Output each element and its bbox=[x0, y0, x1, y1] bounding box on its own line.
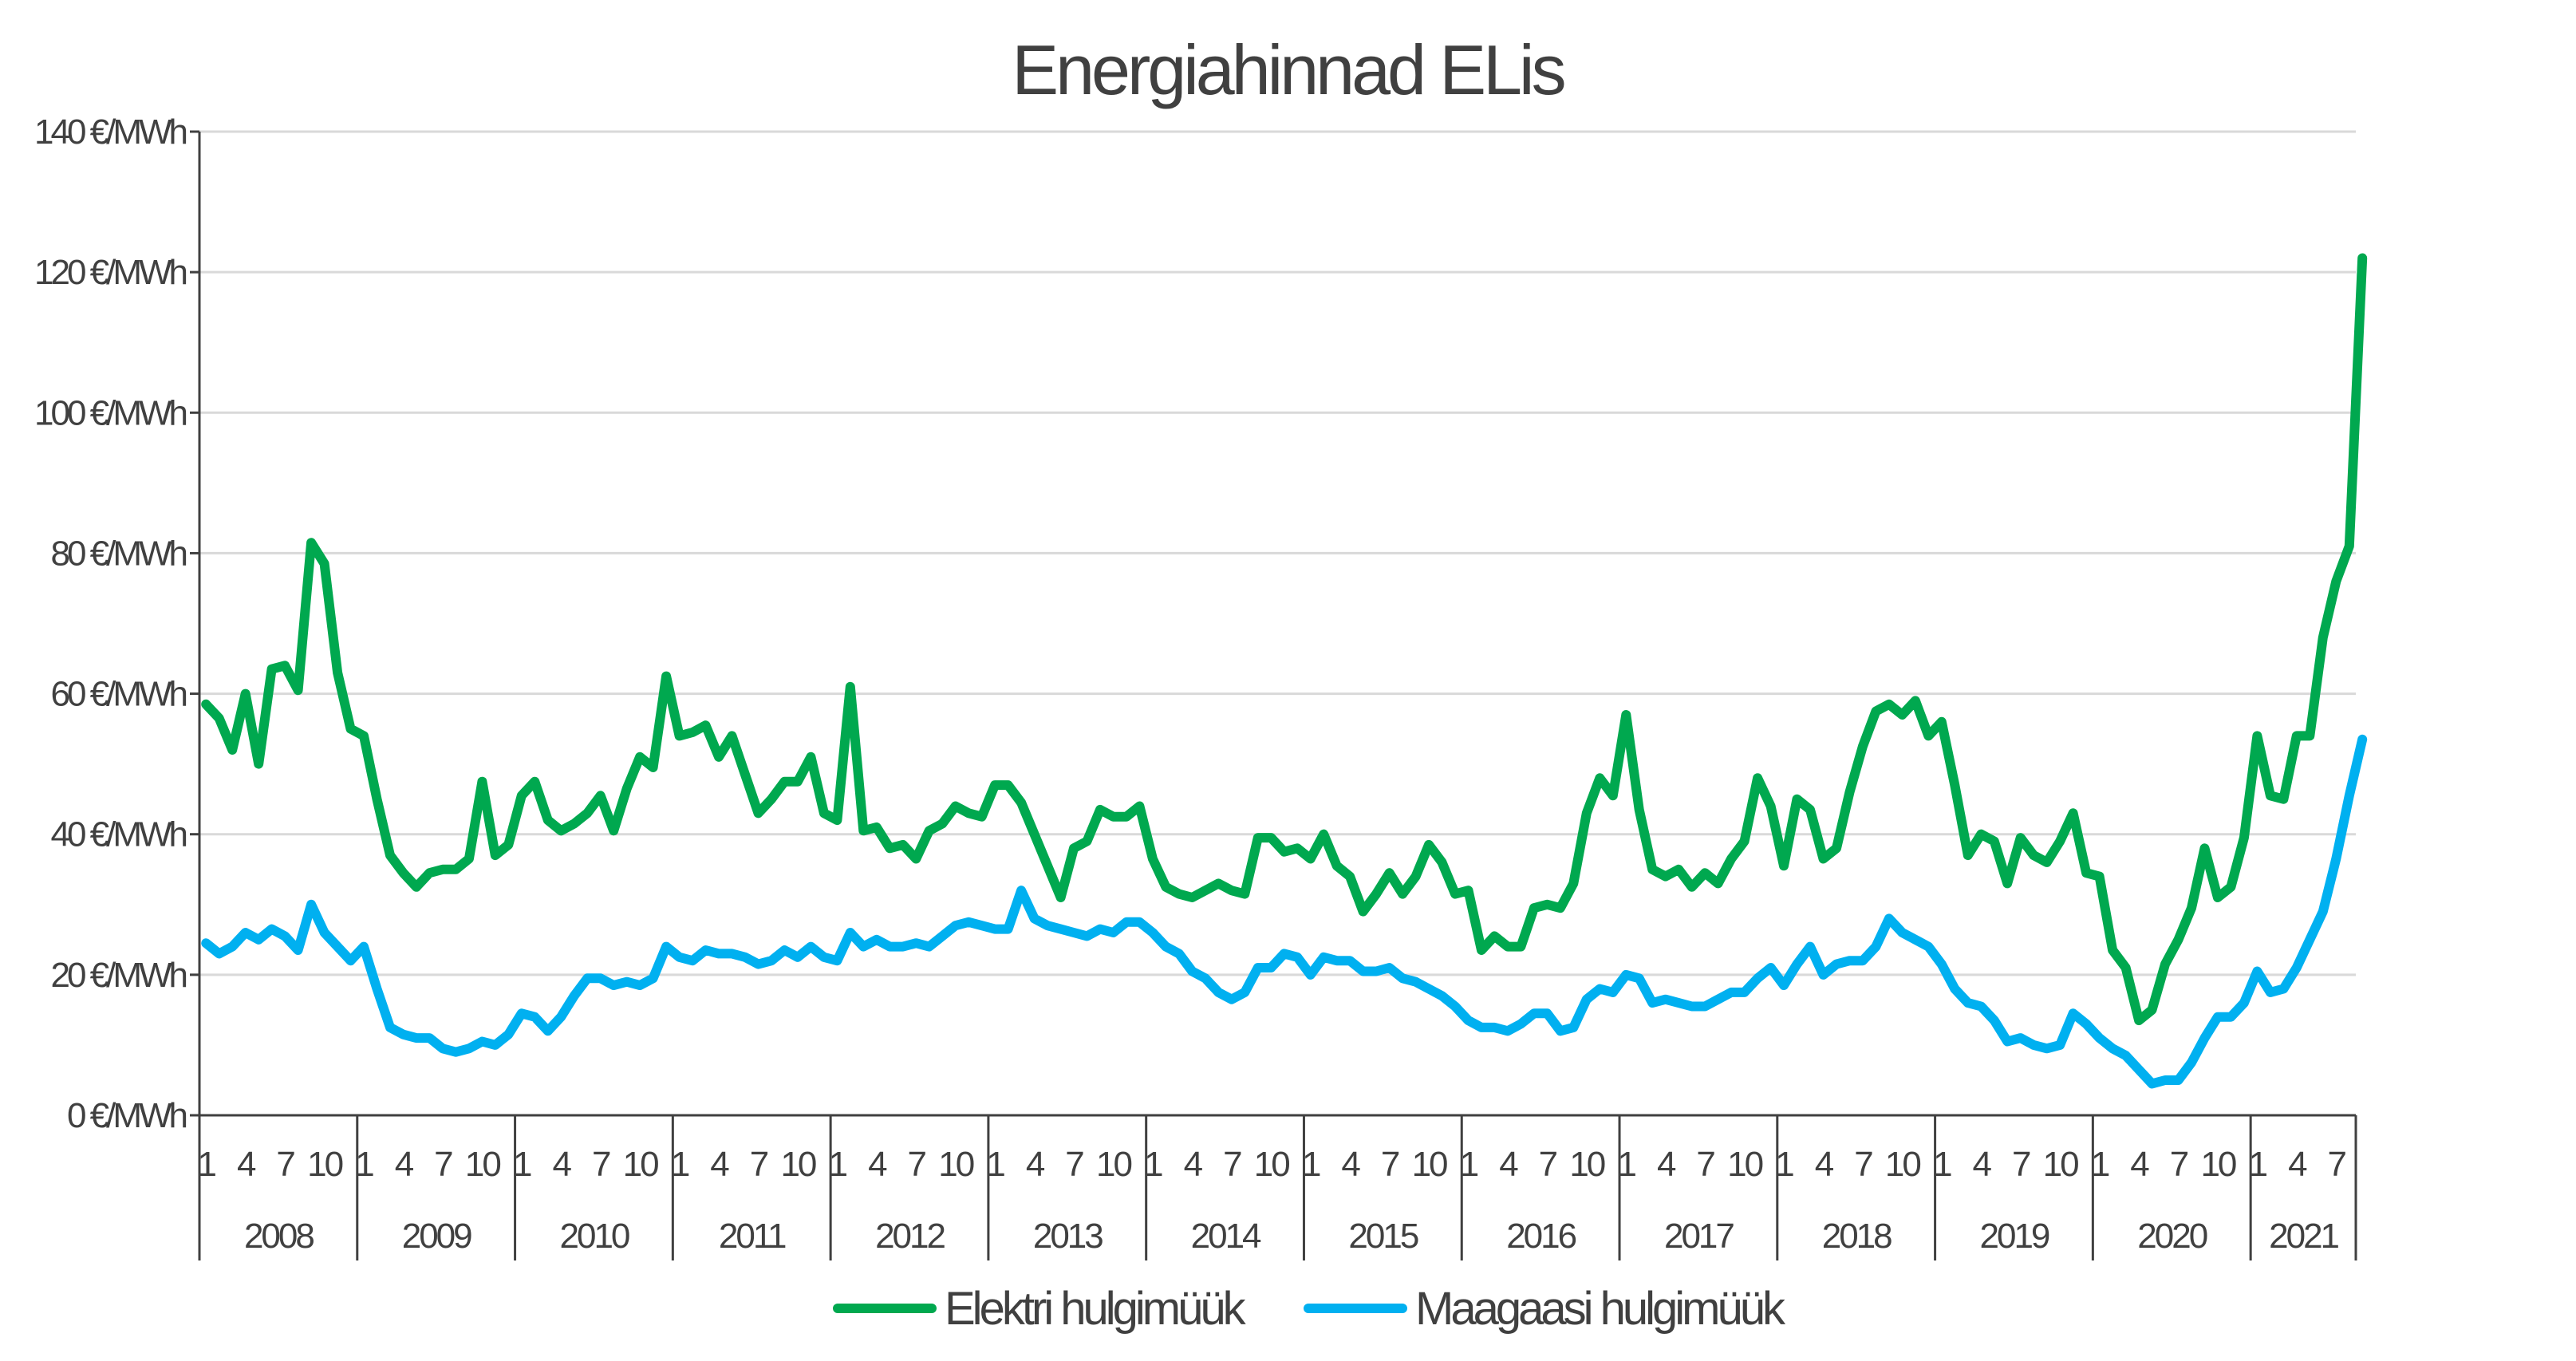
x-tick-label: 7 bbox=[276, 1145, 294, 1184]
x-tick-label: 7 bbox=[592, 1145, 610, 1184]
y-tick-label: 40 €/MWh bbox=[50, 815, 186, 854]
year-label: 2021 bbox=[2269, 1217, 2338, 1256]
x-tick-label: 10 bbox=[938, 1145, 973, 1184]
y-tick-label: 60 €/MWh bbox=[50, 675, 186, 714]
x-tick-label: 7 bbox=[1381, 1145, 1399, 1184]
x-tick-label: 1 bbox=[2091, 1145, 2109, 1184]
x-tick-label: 7 bbox=[2170, 1145, 2188, 1184]
x-axis-month-labels: 1 4 7 10 1 4 7 10 1 4 7 10 1 4 7 10 1 4 7 10 1 4 7 10 1 4 7 10 1 4 7 10… bbox=[197, 1145, 2348, 1184]
x-tick-label: 1 bbox=[986, 1145, 1004, 1184]
x-tick-label: 4 bbox=[1341, 1145, 1360, 1184]
year-label: 2012 bbox=[875, 1217, 945, 1256]
x-tick-label: 4 bbox=[868, 1145, 887, 1184]
x-axis-year-labels: 2008 2009 2010 2011 2012 2013 2014 2015 2016 2017… bbox=[244, 1217, 2341, 1256]
x-tick-label: 7 bbox=[1065, 1145, 1083, 1184]
chart-title: Energiahinnad ELis bbox=[1012, 30, 1564, 109]
x-tick-label: 4 bbox=[395, 1145, 414, 1184]
series-line-1 bbox=[201, 253, 2368, 1026]
year-label: 2008 bbox=[244, 1217, 314, 1256]
x-tick-label: 1 bbox=[2249, 1145, 2267, 1184]
year-label: 2016 bbox=[1506, 1217, 1576, 1256]
y-tick-label: 80 €/MWh bbox=[50, 534, 186, 573]
y-tick-label: 120 €/MWh bbox=[34, 253, 187, 292]
year-label: 2011 bbox=[719, 1217, 786, 1256]
x-tick-label: 10 bbox=[1254, 1145, 1289, 1184]
x-tick-label: 1 bbox=[829, 1145, 847, 1184]
x-tick-label: 7 bbox=[908, 1145, 926, 1184]
legend-label-1: Elektri hulgimüük bbox=[945, 1283, 1247, 1335]
y-axis-tick-labels: 0 €/MWh 20 €/MWh 40 €/MWh 60 €/MWh 80 €/MWh 1… bbox=[34, 112, 199, 1135]
x-tick-label: 4 bbox=[1815, 1145, 1834, 1184]
x-tick-label: 4 bbox=[1026, 1145, 1045, 1184]
x-tick-label: 10 bbox=[1096, 1145, 1131, 1184]
x-tick-label: 10 bbox=[307, 1145, 342, 1184]
x-tick-label: 4 bbox=[1499, 1145, 1518, 1184]
x-tick-label: 4 bbox=[237, 1145, 256, 1184]
x-tick-label: 7 bbox=[750, 1145, 768, 1184]
x-tick-label: 1 bbox=[1144, 1145, 1162, 1184]
year-label: 2020 bbox=[2137, 1217, 2207, 1256]
y-tick-label: 0 €/MWh bbox=[67, 1096, 187, 1135]
x-tick-label: 4 bbox=[1184, 1145, 1203, 1184]
x-tick-label: 10 bbox=[1569, 1145, 1604, 1184]
x-tick-label: 10 bbox=[1727, 1145, 1762, 1184]
x-tick-label: 7 bbox=[1223, 1145, 1241, 1184]
x-tick-label: 4 bbox=[2288, 1145, 2307, 1184]
x-tick-label: 7 bbox=[2328, 1145, 2346, 1184]
x-tick-label: 10 bbox=[465, 1145, 500, 1184]
x-tick-label: 4 bbox=[710, 1145, 729, 1184]
x-tick-label: 7 bbox=[2012, 1145, 2030, 1184]
y-tick-label: 20 €/MWh bbox=[50, 956, 186, 995]
x-tick-label: 1 bbox=[1618, 1145, 1636, 1184]
x-tick-label: 7 bbox=[434, 1145, 452, 1184]
year-label: 2018 bbox=[1822, 1217, 1892, 1256]
year-label: 2014 bbox=[1191, 1217, 1261, 1256]
x-tick-label: 4 bbox=[1973, 1145, 1992, 1184]
x-tick-label: 1 bbox=[1302, 1145, 1320, 1184]
x-tick-label: 7 bbox=[1696, 1145, 1714, 1184]
x-tick-label: 1 bbox=[1933, 1145, 1951, 1184]
y-tick-label: 140 €/MWh bbox=[34, 112, 187, 152]
x-tick-label: 10 bbox=[623, 1145, 658, 1184]
year-label: 2019 bbox=[1980, 1217, 2049, 1256]
series-line-2 bbox=[201, 734, 2368, 1089]
x-tick-label: 1 bbox=[513, 1145, 531, 1184]
x-tick-label: 1 bbox=[1460, 1145, 1478, 1184]
x-tick-label: 4 bbox=[553, 1145, 572, 1184]
year-label: 2009 bbox=[402, 1217, 471, 1256]
x-tick-label: 1 bbox=[671, 1145, 689, 1184]
x-tick-label: 10 bbox=[2043, 1145, 2078, 1184]
x-tick-label: 1 bbox=[355, 1145, 373, 1184]
x-tick-label: 7 bbox=[1854, 1145, 1872, 1184]
year-label: 2010 bbox=[560, 1217, 629, 1256]
legend: Elektri hulgimüük Maagaasi hulgimüük bbox=[833, 1283, 1789, 1335]
x-tick-label: 1 bbox=[1775, 1145, 1793, 1184]
x-tick-label: 4 bbox=[2130, 1145, 2149, 1184]
year-label: 2015 bbox=[1348, 1217, 1418, 1256]
x-tick-label: 10 bbox=[1412, 1145, 1447, 1184]
axes bbox=[198, 132, 2357, 1260]
series-lines bbox=[201, 253, 2368, 1089]
year-label: 2013 bbox=[1033, 1217, 1103, 1256]
x-tick-label: 7 bbox=[1539, 1145, 1557, 1184]
year-label: 2017 bbox=[1664, 1217, 1734, 1256]
x-tick-label: 10 bbox=[2200, 1145, 2235, 1184]
legend-label-2: Maagaasi hulgimüük bbox=[1415, 1283, 1786, 1335]
x-tick-label: 4 bbox=[1657, 1145, 1676, 1184]
x-tick-label: 1 bbox=[197, 1145, 215, 1184]
y-tick-label: 100 €/MWh bbox=[34, 393, 187, 432]
x-tick-label: 10 bbox=[1885, 1145, 1920, 1184]
x-tick-label: 10 bbox=[780, 1145, 815, 1184]
